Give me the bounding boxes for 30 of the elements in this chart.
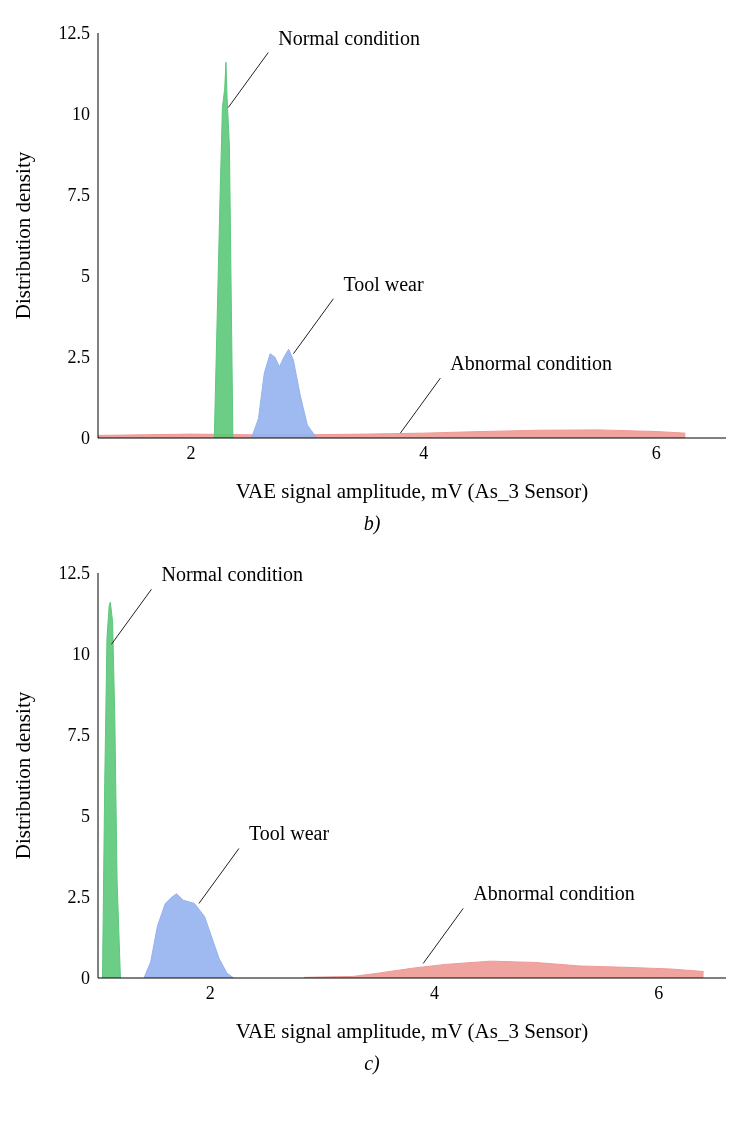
text: b): [362, 511, 382, 536]
y-tick-label: 7.5: [67, 725, 90, 746]
y-tick-label: 2.5: [67, 347, 90, 368]
x-axis-title: VAE signal amplitude, mV (As_3 Sensor): [235, 479, 589, 503]
y-axis-title: Distribution density: [11, 151, 36, 320]
x-tick-label: 6: [654, 982, 664, 1003]
y-tick-label: 5: [81, 266, 90, 287]
annotation: Normal condition: [161, 563, 304, 586]
x-tick-label: 4: [419, 442, 429, 463]
annotation: Tool wear: [248, 822, 330, 845]
y-tick-label: 0: [81, 968, 90, 989]
y-tick-label: 10: [72, 104, 90, 125]
x-axis-title: VAE signal amplitude, mV (As_3 Sensor): [235, 1019, 589, 1043]
x-tick-label: 2: [205, 982, 215, 1003]
y-tick-label: 10: [72, 644, 90, 665]
y-axis-title: Distribution density: [11, 691, 36, 860]
x-tick-label: 4: [429, 982, 439, 1003]
annotation: Abnormal condition: [450, 352, 613, 375]
y-tick-label: 0: [81, 428, 90, 449]
x-tick-label: 2: [186, 442, 196, 463]
annotation: Abnormal condition: [473, 882, 635, 905]
annotation: Tool wear: [343, 272, 424, 295]
annotation: Normal condition: [278, 26, 420, 49]
y-tick-label: 2.5: [67, 887, 90, 908]
x-tick-label: 6: [651, 442, 661, 463]
y-tick-label: 7.5: [67, 185, 90, 206]
text: c): [363, 1051, 381, 1077]
y-tick-label: 12.5: [58, 23, 90, 44]
y-tick-label: 5: [81, 806, 90, 827]
y-tick-label: 12.5: [58, 563, 90, 584]
